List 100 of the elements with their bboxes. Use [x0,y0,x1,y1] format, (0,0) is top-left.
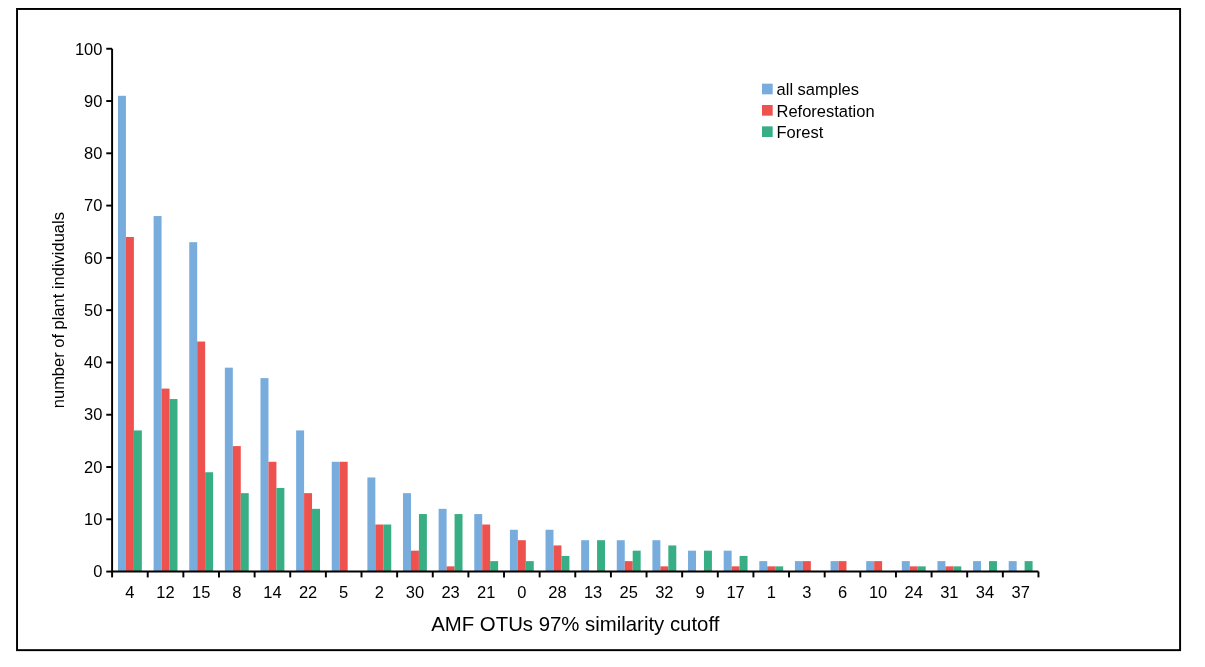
bar [945,566,954,572]
y-tick-label: 80 [84,144,103,163]
bar [276,487,285,572]
bar [917,566,926,572]
bar [1024,561,1033,572]
bar [205,472,214,572]
bar [224,367,233,572]
bar [454,514,463,572]
bar [296,430,305,572]
y-tick-label: 10 [84,510,103,529]
bar [739,555,748,572]
y-tick-label: 100 [74,39,103,58]
bar [973,561,982,572]
x-tick-label: 30 [405,582,425,601]
y-tick-label: 90 [84,91,103,110]
bar [339,461,348,572]
x-tick-label: 28 [548,582,567,601]
bar [794,561,803,572]
legend-label: Forest [776,122,824,141]
bar [759,561,768,572]
y-tick-label: 50 [84,300,103,319]
x-tick-label: 14 [263,582,282,601]
x-tick-label: 8 [232,582,242,601]
x-tick-label: 4 [125,582,135,601]
bar [375,524,384,572]
bar [232,446,241,572]
x-tick-label: 23 [441,582,460,601]
x-tick-label: 21 [477,582,496,601]
y-tick-label: 40 [84,353,103,372]
bar [383,524,392,572]
y-tick-label: 60 [84,248,103,267]
bar [197,341,206,572]
x-tick-label: 0 [517,582,527,601]
bar [446,566,455,572]
x-tick-label: 37 [1011,582,1030,601]
x-tick-label: 1 [766,582,776,601]
bar [953,566,962,572]
bar [517,540,526,572]
x-tick-label: 10 [868,582,888,601]
bar [668,545,677,572]
bar [767,566,776,572]
bar [367,477,376,572]
bar [304,493,313,572]
x-tick-label: 22 [298,582,318,601]
y-tick-label: 30 [84,405,103,424]
bar [418,514,427,572]
bar [874,561,883,572]
x-tick-label: 31 [940,582,959,601]
x-tick-label: 6 [837,582,848,601]
bar [1008,561,1017,572]
bar [331,461,340,572]
x-tick-label: 15 [192,582,211,601]
x-tick-label: 3 [802,582,812,601]
bar [581,540,590,572]
x-tick-label: 32 [655,582,674,601]
x-tick-label: 2 [374,582,384,601]
x-tick-label: 13 [583,582,603,601]
bar [989,561,997,572]
bar [161,388,170,572]
bar [509,529,518,572]
bar [597,540,606,572]
bar [438,508,447,572]
bar [775,566,784,572]
bar [802,561,811,572]
x-tick-label: 5 [339,582,349,601]
y-tick-label: 70 [84,196,103,215]
bar [490,561,499,572]
legend-label: Reforestation [776,101,875,120]
bar [525,561,534,572]
bar [937,561,946,572]
bar [312,508,320,572]
bar [403,493,411,572]
bar [909,566,918,572]
bar [240,493,249,572]
bar [410,550,419,572]
legend-label: all samples [776,80,860,99]
bar [830,561,839,572]
x-tick-label: 24 [904,582,923,601]
bar [153,216,162,572]
bar [901,561,910,572]
bar [133,430,142,572]
bar [616,540,625,572]
bar [632,550,641,572]
x-tick-label: 34 [975,582,995,601]
bar [866,561,875,572]
bar [260,378,269,572]
bar [652,540,661,572]
bar [117,95,126,572]
bar [703,550,712,572]
bar [553,545,562,572]
bar [731,566,740,572]
bar [482,524,491,572]
bar [561,555,570,572]
bar [189,242,198,572]
bar [624,561,633,572]
y-tick-label: 20 [84,457,103,476]
x-tick-label: 9 [695,582,705,601]
x-axis-title: AMF OTUs 97% similarity cutoff [431,612,720,635]
bar [474,514,483,572]
x-tick-label: 12 [156,582,175,601]
